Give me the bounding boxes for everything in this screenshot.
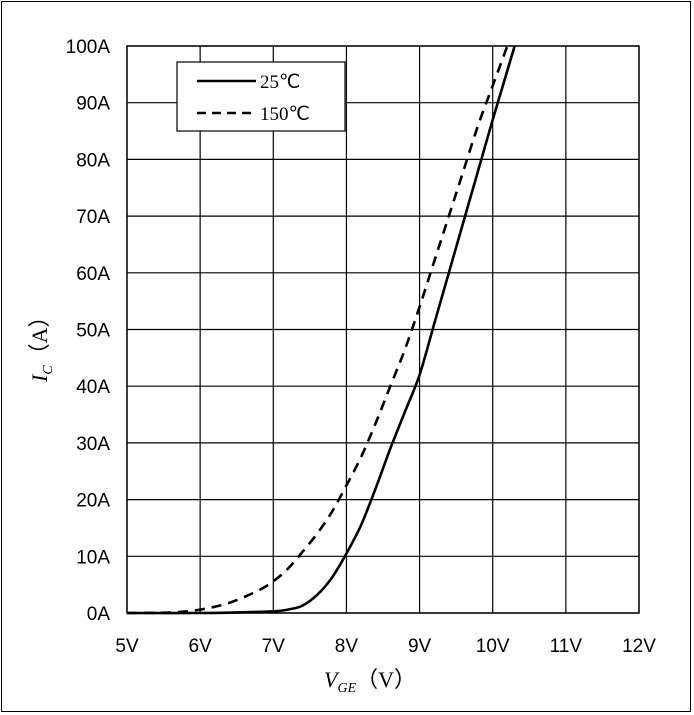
y-tick-label-5: 50A [76, 321, 110, 342]
y-axis-symbol: I [27, 373, 52, 383]
y-tick-label-4: 40A [76, 377, 110, 398]
x-tick-label-7: 12V [622, 636, 656, 657]
x-tick-label-1: 6V [189, 636, 213, 657]
series-lines [126, 45, 516, 615]
y-tick-label-2: 20A [76, 491, 110, 512]
y-axis-unit: （A） [27, 305, 52, 365]
x-tick-label-6: 11V [550, 636, 583, 657]
x-axis-symbol: V [324, 667, 340, 692]
legend-box [176, 61, 346, 132]
y-tick-label-1: 10A [76, 547, 110, 568]
x-tick-label-3: 8V [335, 636, 359, 657]
legend-label-150c: 150℃ [260, 104, 310, 125]
grid-lines [126, 45, 640, 614]
x-tick-label-5: 10V [476, 636, 510, 657]
y-tick-label-10: 100A [66, 37, 111, 58]
x-tick-label-0: 5V [115, 636, 139, 657]
x-axis-subscript: GE [337, 681, 356, 696]
x-axis-label: VGE（V） [324, 667, 416, 696]
y-tick-label-6: 60A [76, 264, 110, 285]
y-tick-label-7: 70A [76, 207, 110, 228]
legend-label-25c: 25℃ [260, 72, 300, 93]
plot-area-border [126, 45, 640, 614]
x-axis-unit: （V） [356, 667, 416, 692]
tick-labels: 5V 6V 7V 8V 9V 10V 11V 12V 0A 10A 20A 30A 40A 50A 60A 7… [66, 37, 657, 657]
y-tick-label-8: 80A [76, 150, 110, 171]
series-line-1 [126, 45, 509, 615]
y-tick-label-9: 90A [76, 94, 110, 115]
y-axis-label: IC（A） [27, 305, 56, 383]
x-tick-label-4: 9V [408, 636, 432, 657]
y-tick-label-0: 0A [87, 604, 111, 625]
x-tick-label-2: 7V [262, 636, 286, 657]
y-tick-label-3: 30A [76, 434, 110, 455]
y-axis-subscript: C [41, 365, 56, 375]
legend: 25℃ 150℃ [176, 61, 346, 132]
series-line-0 [126, 45, 516, 615]
